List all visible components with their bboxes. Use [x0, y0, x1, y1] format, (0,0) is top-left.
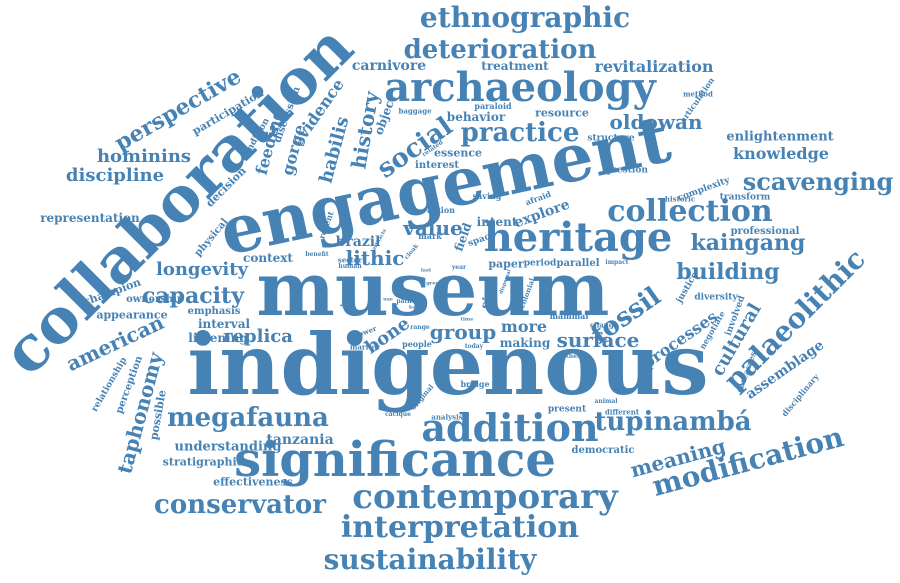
- word-museum: museum: [256, 247, 610, 333]
- word-brazil: brazil: [335, 234, 381, 250]
- word-diversity: diversity: [694, 292, 738, 303]
- word-hominins: hominins: [96, 146, 192, 167]
- word-paraloid: paraloid: [474, 101, 512, 111]
- word-indigenous: indigenous: [187, 315, 709, 414]
- word-year: year: [451, 264, 467, 271]
- word-intent: intent: [476, 215, 518, 229]
- word-stratigraphic: stratigraphic: [162, 455, 244, 469]
- word-significance: significance: [234, 432, 556, 488]
- word-megafauna: megafauna: [167, 403, 329, 433]
- word-sector: sector: [337, 255, 363, 265]
- word-knowledge: knowledge: [733, 144, 829, 163]
- word-professional: professional: [730, 226, 800, 237]
- word-ethnographic: ethnographic: [419, 1, 631, 34]
- word-interest: interest: [415, 160, 459, 171]
- word-oldowan: oldowan: [609, 110, 703, 134]
- word-making: making: [499, 336, 551, 350]
- word-question: question: [604, 165, 648, 176]
- word-revitalization: revitalization: [594, 57, 714, 76]
- word-cacique: cacique: [385, 411, 411, 418]
- word-capacity: capacity: [142, 283, 244, 309]
- word-archaeology: archaeology: [384, 64, 656, 111]
- word-transform: transform: [719, 192, 771, 203]
- word-behavior: behavior: [446, 110, 506, 124]
- word-discipline: discipline: [65, 165, 165, 186]
- word-replica: replica: [223, 326, 293, 347]
- word-different: different: [604, 407, 640, 417]
- word-surface: surface: [556, 328, 640, 352]
- word-historic: historic: [664, 194, 696, 204]
- word-baggage: baggage: [398, 106, 432, 116]
- word-enlightenment: enlightenment: [726, 129, 834, 145]
- word-interpretation: interpretation: [340, 510, 580, 545]
- word-listening: listening: [188, 331, 248, 345]
- word-method: method: [683, 89, 713, 99]
- word-scavenging: scavenging: [742, 167, 894, 196]
- word-collection: collection: [607, 194, 773, 229]
- word-period: period: [523, 258, 557, 269]
- word-benefit: benefit: [305, 251, 329, 258]
- word-appearance: appearance: [96, 308, 168, 322]
- word-present: present: [547, 404, 587, 415]
- word-practice: practice: [460, 118, 580, 148]
- word-group: group: [429, 320, 497, 344]
- word-paper: paper: [488, 257, 524, 271]
- word-analysis: analysis: [431, 412, 463, 422]
- word-grew: grew: [426, 280, 440, 287]
- word-structure: structure: [587, 133, 635, 144]
- word-range: range: [410, 324, 430, 331]
- word-resource: resource: [535, 106, 589, 120]
- word-animal: animal: [594, 398, 618, 405]
- word-kaingang: kaingang: [690, 230, 806, 256]
- word-thesis: thesis: [566, 353, 586, 360]
- word-mammal: mammal: [549, 311, 589, 321]
- word-essence: essence: [433, 146, 483, 160]
- word-treatment: treatment: [481, 59, 549, 73]
- word-last: last: [420, 267, 432, 274]
- word-context: context: [243, 251, 293, 265]
- word-interval: interval: [197, 317, 251, 331]
- word-more: more: [500, 317, 548, 336]
- word-use: use: [383, 296, 393, 303]
- word-value: value: [403, 216, 463, 240]
- word-carnivore: carnivore: [351, 58, 427, 74]
- word-path: path: [396, 298, 412, 305]
- word-marrow: marrow: [349, 342, 381, 352]
- word-mark: mark: [418, 231, 442, 241]
- word-lithic: lithic: [345, 246, 405, 270]
- word-today: today: [464, 343, 484, 350]
- word-tanzania: tanzania: [266, 432, 334, 448]
- word-kata: kata: [408, 304, 422, 311]
- word-sustainability: sustainability: [323, 543, 537, 576]
- word-building: building: [676, 259, 780, 285]
- word-tupinamba: tupinambá: [594, 407, 752, 437]
- word-saving: saving: [472, 191, 502, 201]
- word-effectiveness: effectiveness: [213, 475, 293, 489]
- word-addition: addition: [421, 405, 599, 450]
- word-bridge: bridge: [460, 379, 490, 389]
- word-deterioration: deterioration: [403, 35, 597, 65]
- word-emphasis: emphasis: [187, 306, 241, 317]
- word-longevity: longevity: [155, 259, 249, 280]
- word-time: time: [460, 316, 474, 323]
- word-ownership: ownership: [126, 294, 184, 305]
- word-disciplinary: disciplinary: [779, 371, 821, 419]
- word-action: action: [427, 205, 455, 215]
- word-people: people: [402, 339, 432, 349]
- word-contemporary: contemporary: [352, 477, 618, 517]
- word-change: change: [589, 320, 619, 330]
- word-human: human: [338, 263, 362, 270]
- word-representation: representation: [40, 211, 140, 225]
- word-parallel: parallel: [556, 258, 600, 269]
- word-conservator: conservator: [154, 490, 326, 520]
- word-understanding: understanding: [174, 439, 282, 455]
- word-heritage: heritage: [483, 214, 673, 261]
- word-impact: impact: [605, 259, 629, 266]
- word-democratic: democratic: [571, 445, 635, 456]
